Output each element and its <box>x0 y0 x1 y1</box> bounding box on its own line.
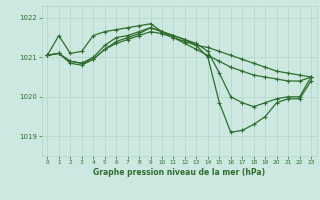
X-axis label: Graphe pression niveau de la mer (hPa): Graphe pression niveau de la mer (hPa) <box>93 168 265 177</box>
